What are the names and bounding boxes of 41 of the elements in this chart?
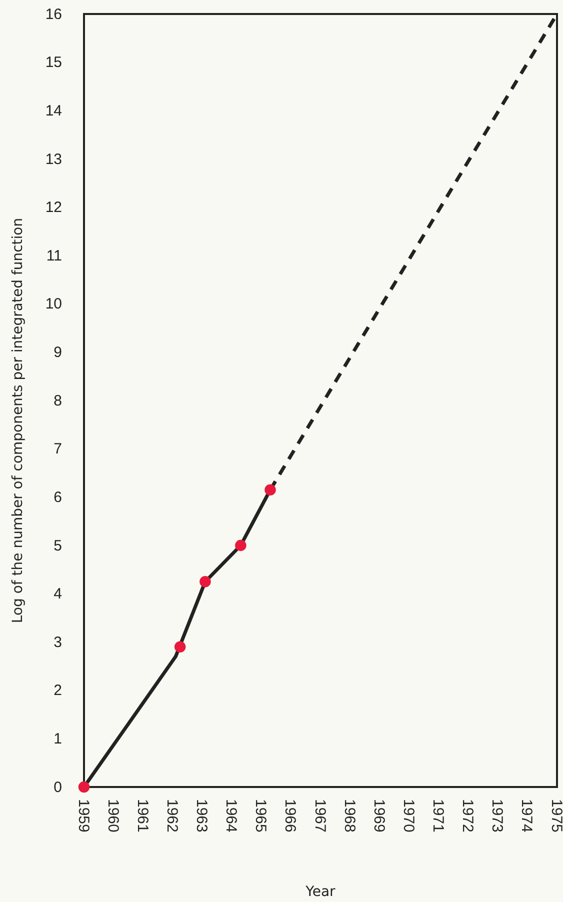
- y-tick-label: 6: [54, 488, 62, 506]
- point: [200, 576, 211, 588]
- y-tick-label: 16: [45, 6, 62, 23]
- point: [78, 781, 90, 793]
- x-tick-label: 1972: [459, 799, 476, 832]
- x-tick-label: 1971: [430, 799, 446, 832]
- point: [174, 641, 186, 653]
- y-tick-label: 9: [54, 344, 62, 361]
- x-tick-label: 1961: [134, 799, 151, 832]
- y-axis-title: Log of the number of components per integrated function: [10, 218, 26, 624]
- point: [264, 484, 276, 496]
- y-tick-label: 13: [45, 150, 62, 168]
- x-tick-label: 1975: [548, 799, 563, 832]
- y-tick-label: 7: [54, 440, 62, 458]
- x-tick-label: 1963: [193, 799, 210, 832]
- x-tick-label: 1969: [370, 799, 388, 832]
- y-tick-label: 12: [45, 199, 62, 216]
- y-tick-label: 1: [54, 730, 62, 748]
- x-tick-label: 1965: [252, 799, 270, 832]
- y-tick-label: 2: [54, 682, 62, 700]
- x-tick-label: 1962: [163, 799, 180, 832]
- x-tick-label: 1970: [400, 799, 417, 832]
- x-axis-title: Year: [304, 884, 336, 900]
- y-tick-label: 11: [46, 247, 62, 264]
- point: [235, 540, 246, 552]
- y-tick-label: 14: [45, 102, 62, 120]
- y-tick-label: 8: [54, 392, 62, 410]
- y-tick-label: 4: [54, 586, 62, 603]
- x-tick-label: 1974: [518, 799, 536, 832]
- y-tick-label: 10: [45, 296, 62, 313]
- y-tick-label: 0: [54, 778, 62, 796]
- y-tick-label: 3: [54, 634, 62, 651]
- x-tick-label: 1964: [222, 799, 240, 832]
- x-tick-label: 1973: [488, 799, 506, 832]
- y-tick-label: 15: [45, 54, 62, 72]
- y-tick-label: 5: [54, 537, 62, 554]
- x-tick-label: 1959: [74, 799, 92, 832]
- x-tick-label: 1967: [311, 799, 328, 832]
- x-tick-label: 1960: [104, 799, 122, 832]
- x-tick-label: 1968: [340, 799, 358, 832]
- x-tick-label: 1966: [282, 799, 299, 832]
